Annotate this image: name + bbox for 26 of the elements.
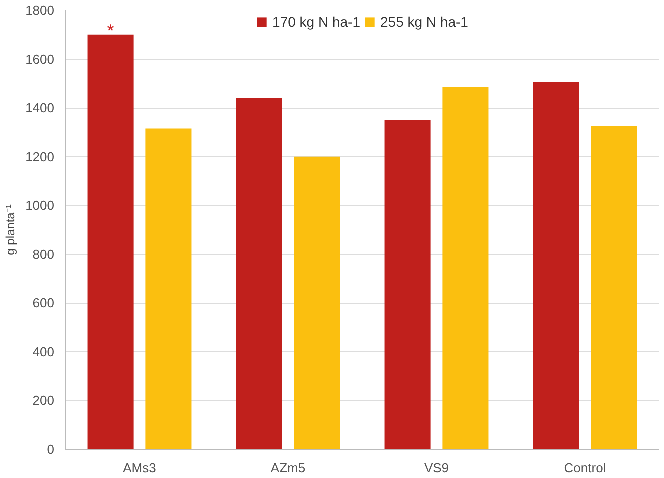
legend-label: 255 kg N ha-1 [380, 14, 468, 30]
y-tick-label: 1800 [26, 3, 54, 18]
x-tick-label: VS9 [424, 460, 450, 476]
y-tick-label: 200 [32, 393, 55, 408]
annotation: * [107, 20, 114, 41]
y-tick-label: 1000 [26, 198, 54, 214]
bar [146, 128, 192, 450]
y-tick-label: 400 [32, 344, 55, 360]
legend-label: 170 kg N ha-1 [272, 14, 360, 30]
x-tick-label: Control [564, 460, 606, 476]
x-tick-label: AMs3 [123, 460, 156, 476]
bar [533, 82, 580, 450]
y-tick-label: 600 [32, 296, 55, 311]
bar [442, 87, 489, 450]
x-tick-label: AZm5 [270, 460, 306, 476]
bar [236, 98, 282, 450]
bar [88, 34, 134, 450]
y-tick-label: 1400 [26, 100, 54, 116]
y-axis-title: g planta⁻¹ [4, 204, 18, 256]
bar [591, 126, 638, 450]
bar [384, 120, 431, 450]
y-tick-label: 1600 [26, 52, 54, 67]
bar [294, 156, 340, 450]
y-tick-label: 1200 [26, 149, 54, 164]
y-tick-label: 800 [32, 246, 55, 262]
y-tick-label: 0 [47, 442, 55, 457]
